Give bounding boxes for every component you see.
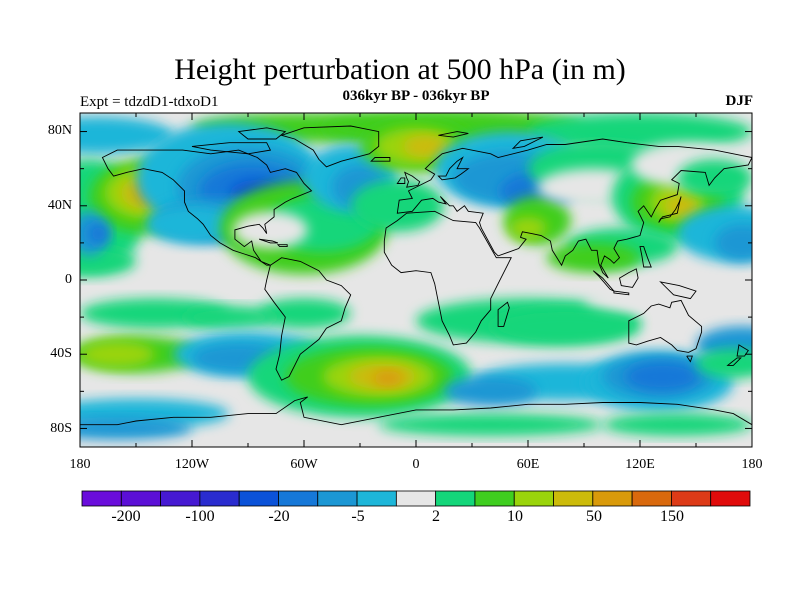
lon-tick-120w: 120W: [174, 457, 210, 472]
colorbar-swatch-4: [199, 490, 240, 507]
chart-subtitle: 036kyr BP - 036kyr BP: [342, 88, 490, 104]
lon-tick-180w: 180: [69, 457, 91, 472]
lat-tick-40s: 40S: [50, 346, 72, 361]
colorbar-label-4: -5: [351, 508, 365, 525]
chart-title: Height perturbation at 500 hPa (in m): [174, 53, 626, 86]
lat-tick-80s: 80S: [50, 421, 72, 436]
lon-tick-60e: 60E: [516, 457, 540, 472]
lon-tick-0: 0: [412, 457, 420, 472]
colorbar-swatch-3: [160, 490, 201, 507]
colorbar-swatch-2: [120, 490, 161, 507]
lat-tick-eq: 0: [65, 272, 72, 287]
colorbar-label-8: 150: [660, 508, 684, 525]
colorbar-swatch-17: [710, 490, 751, 507]
lat-tick-40n: 40N: [47, 198, 72, 213]
experiment-label: Expt = tdzdD1-tdxoD1: [80, 94, 219, 110]
colorbar-label-3: -20: [268, 508, 290, 525]
coastlines: [80, 125, 752, 426]
axis-ticks: [79, 113, 753, 447]
lon-tick-60w: 60W: [290, 457, 318, 472]
colorbar-label-1: -200: [111, 508, 141, 525]
colorbar-swatch-9: [395, 490, 437, 507]
colorbar-swatch-14: [592, 490, 633, 507]
season-label: DJF: [725, 93, 754, 109]
lon-tick-120e: 120E: [625, 457, 655, 472]
colorbar-swatch-8: [356, 490, 397, 507]
colorbar-label-5: 2: [432, 508, 440, 525]
colorbar-swatch-13: [553, 490, 594, 507]
colorbar-swatch-1: [81, 490, 122, 507]
lat-tick-80n: 80N: [47, 123, 72, 138]
lon-tick-180e: 180: [741, 457, 763, 472]
colorbar-swatch-16: [671, 490, 712, 507]
colorbar-swatch-11: [474, 490, 515, 507]
colorbar-swatch-10: [435, 490, 476, 507]
colorbar-swatch-15: [631, 490, 672, 507]
colorbar-swatch-5: [238, 490, 279, 507]
colorbar-label-6: 10: [507, 508, 523, 525]
anomaly-contours: [80, 113, 752, 440]
colorbar-swatch-6: [278, 490, 319, 507]
colorbar-swatch-7: [317, 490, 358, 507]
colorbar-swatch-12: [513, 490, 554, 507]
colorbar-label-7: 50: [586, 508, 602, 525]
colorbar-label-2: -100: [185, 508, 215, 525]
